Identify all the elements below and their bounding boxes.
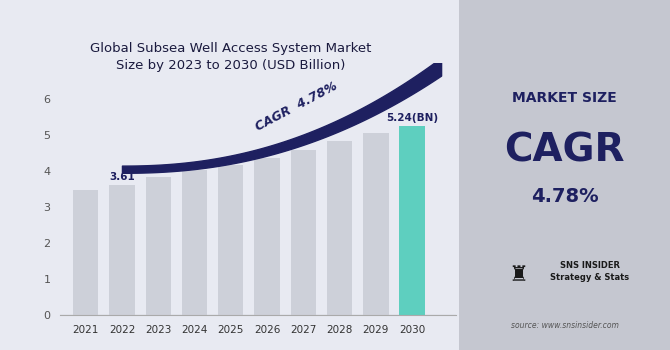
Bar: [145, 177, 171, 315]
Bar: [399, 126, 425, 315]
FancyBboxPatch shape: [2, 0, 464, 350]
Text: 5.24(BN): 5.24(BN): [386, 113, 438, 124]
Bar: [109, 185, 135, 315]
Text: 4.78%: 4.78%: [531, 187, 598, 205]
Bar: [327, 141, 352, 315]
Bar: [255, 158, 279, 315]
Text: CAGR: CAGR: [505, 132, 624, 169]
Text: Global Subsea Well Access System Market
Size by 2023 to 2030 (USD Billion): Global Subsea Well Access System Market …: [90, 42, 372, 72]
Text: MARKET SIZE: MARKET SIZE: [512, 91, 617, 105]
Bar: [182, 170, 207, 315]
Text: ♜: ♜: [508, 265, 528, 285]
Bar: [363, 133, 389, 315]
Bar: [218, 164, 243, 315]
Text: 3.61: 3.61: [109, 172, 135, 182]
Bar: [73, 190, 98, 315]
Text: source: www.snsinsider.com: source: www.snsinsider.com: [511, 321, 618, 330]
Bar: [291, 150, 316, 315]
Text: SNS INSIDER
Strategy & Stats: SNS INSIDER Strategy & Stats: [550, 260, 629, 282]
FancyBboxPatch shape: [448, 0, 670, 350]
Text: CAGR  4.78%: CAGR 4.78%: [253, 79, 339, 133]
